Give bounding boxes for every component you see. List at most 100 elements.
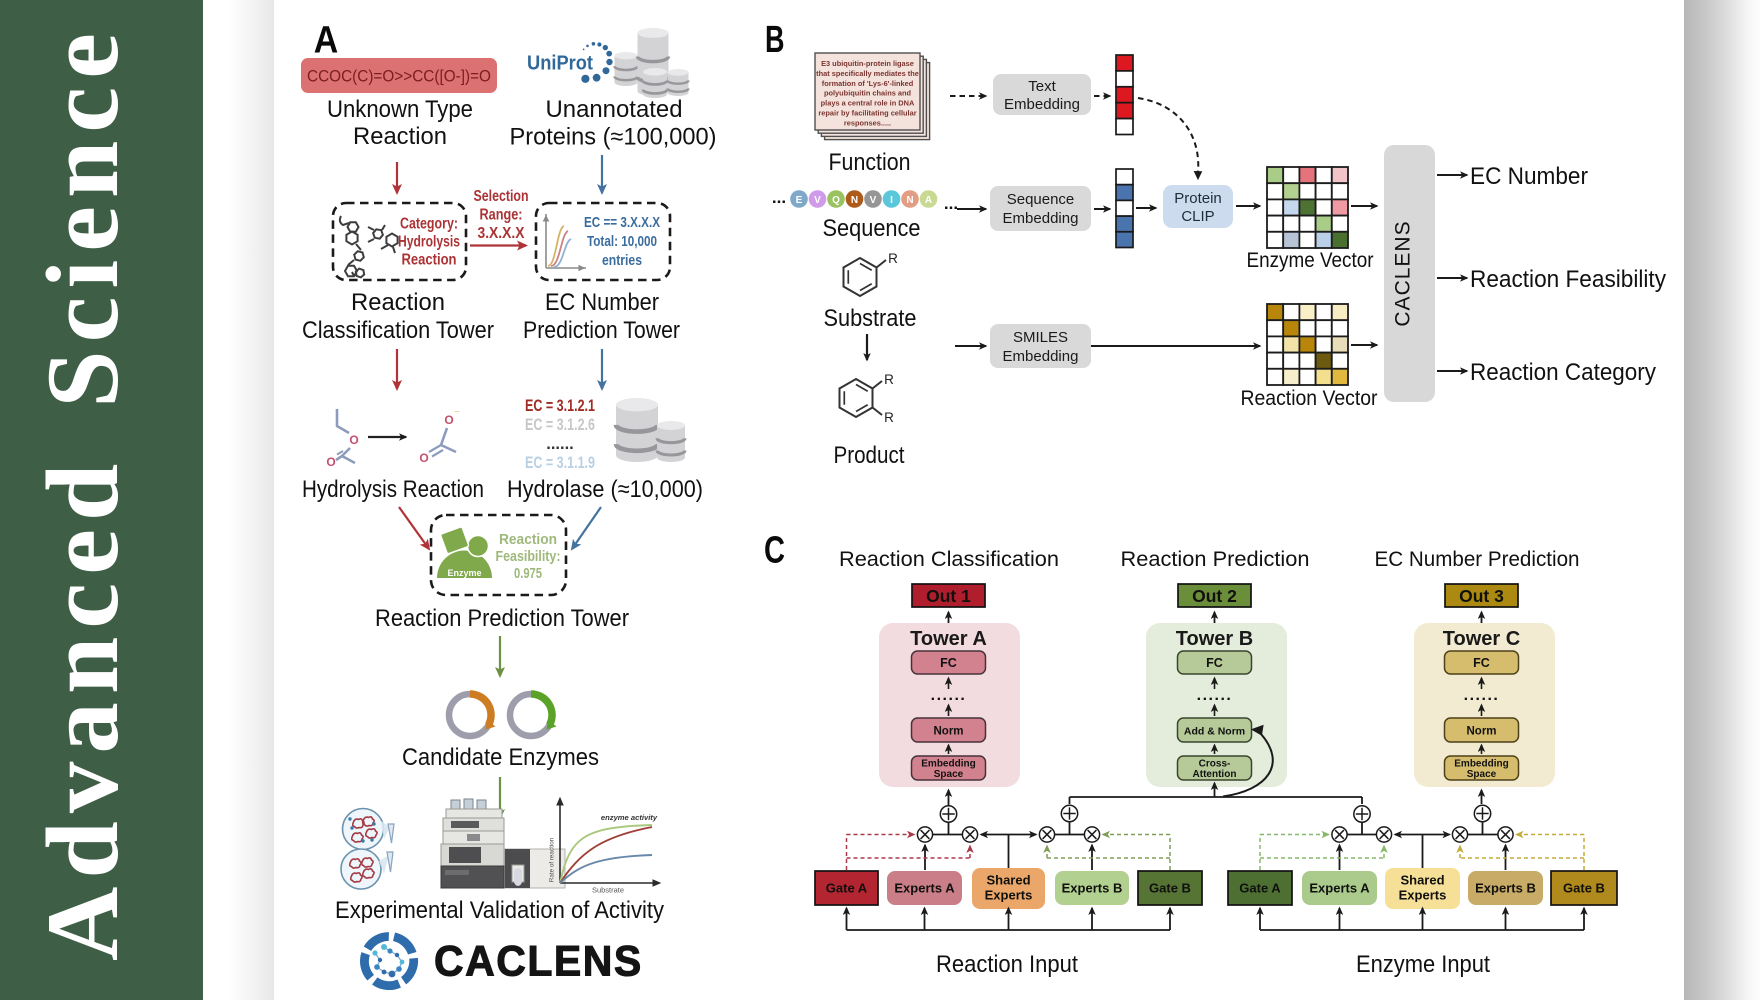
svg-text:plays a central role in DNA: plays a central role in DNA — [821, 99, 915, 108]
svg-text:...: ... — [772, 188, 786, 207]
svg-text:Cross-: Cross- — [1199, 759, 1231, 770]
svg-text:entries: entries — [602, 252, 642, 269]
svg-text:N: N — [851, 195, 858, 206]
svg-text:Out 3: Out 3 — [1459, 586, 1504, 606]
svg-text:Category:: Category: — [400, 216, 458, 233]
svg-text:Tower C: Tower C — [1443, 628, 1520, 650]
svg-text:Embedding: Embedding — [1004, 96, 1080, 113]
svg-text:EC = 3.1.1.9: EC = 3.1.1.9 — [525, 454, 595, 472]
svg-text:Out 1: Out 1 — [926, 586, 971, 606]
svg-text:B: B — [765, 19, 785, 61]
svg-text:polyubiquitin chains and: polyubiquitin chains and — [824, 89, 912, 98]
svg-text:Out 2: Out 2 — [1192, 586, 1237, 606]
svg-text:EC = 3.1.2.6: EC = 3.1.2.6 — [525, 416, 595, 434]
svg-text:Hydrolase (≈10,000): Hydrolase (≈10,000) — [507, 476, 703, 503]
svg-text:O: O — [419, 451, 428, 465]
svg-text:SMILES: SMILES — [1013, 329, 1068, 346]
svg-text:EC Number: EC Number — [1470, 163, 1588, 190]
svg-text:Attention: Attention — [1193, 769, 1237, 780]
svg-text:Embedding: Embedding — [1454, 759, 1508, 770]
svg-text:Range:: Range: — [480, 207, 523, 224]
svg-text:EC == 3.X.X.X: EC == 3.X.X.X — [584, 214, 660, 231]
svg-text:Reaction Input: Reaction Input — [936, 951, 1078, 978]
svg-text:FC: FC — [1473, 656, 1490, 670]
svg-text:Classification Tower: Classification Tower — [302, 317, 494, 344]
svg-text:Hydrolysis Reaction: Hydrolysis Reaction — [302, 476, 484, 503]
svg-text:EC Number Prediction: EC Number Prediction — [1375, 548, 1580, 571]
svg-text:Experts A: Experts A — [894, 881, 955, 896]
svg-text:Rate of reaction: Rate of reaction — [549, 837, 556, 882]
svg-text:Norm: Norm — [1466, 726, 1496, 738]
svg-text:...: ... — [944, 194, 958, 213]
svg-text:......: ...... — [1197, 687, 1233, 704]
svg-text:that specifically mediates the: that specifically mediates the — [816, 69, 919, 78]
svg-text:......: ...... — [1464, 687, 1500, 704]
svg-text:R: R — [888, 251, 898, 266]
svg-text:Norm: Norm — [933, 726, 963, 738]
svg-text:Gate A: Gate A — [1239, 881, 1281, 896]
svg-text:Reaction Vector: Reaction Vector — [1241, 387, 1378, 410]
svg-text:I: I — [890, 195, 893, 206]
svg-text:A: A — [925, 195, 932, 206]
svg-text:O: O — [444, 413, 453, 427]
svg-text:E: E — [796, 195, 803, 206]
svg-text:formation of 'Lys-6'-linked: formation of 'Lys-6'-linked — [822, 79, 914, 88]
svg-text:CACLENS: CACLENS — [1392, 220, 1415, 326]
svg-text:Sequence: Sequence — [1007, 191, 1075, 208]
svg-text:R: R — [884, 410, 894, 425]
svg-text:Reaction: Reaction — [351, 289, 445, 316]
svg-text:Reaction: Reaction — [402, 252, 457, 269]
svg-text:Shared: Shared — [1400, 873, 1444, 888]
svg-text:Experts B: Experts B — [1062, 881, 1123, 896]
svg-text:E3 ubiquitin-protein ligase: E3 ubiquitin-protein ligase — [821, 59, 914, 68]
svg-text:Enzyme Input: Enzyme Input — [1356, 951, 1490, 978]
svg-text:Hydrolysis: Hydrolysis — [398, 234, 460, 251]
svg-text:Embedding: Embedding — [1003, 348, 1079, 365]
svg-text:Experts: Experts — [1399, 888, 1447, 903]
svg-text:Unannotated: Unannotated — [546, 96, 683, 123]
svg-text:V: V — [870, 195, 877, 206]
svg-text:Tower A: Tower A — [910, 628, 987, 650]
svg-text:Reaction: Reaction — [499, 531, 557, 548]
svg-text:A: A — [314, 19, 339, 61]
svg-text:Experts: Experts — [985, 888, 1033, 903]
svg-text:N: N — [906, 195, 913, 206]
svg-text:Reaction Prediction: Reaction Prediction — [1121, 548, 1310, 571]
svg-text:......: ...... — [546, 435, 574, 453]
svg-text:Embedding: Embedding — [1003, 210, 1079, 227]
svg-text:R: R — [884, 372, 894, 387]
svg-text:Substrate: Substrate — [824, 305, 917, 332]
svg-text:Reaction Category: Reaction Category — [1470, 359, 1656, 386]
svg-text:3.X.X.X: 3.X.X.X — [478, 225, 525, 242]
svg-text:C: C — [764, 529, 785, 571]
svg-text:Enzyme: Enzyme — [447, 568, 481, 578]
svg-text:responses.....: responses..... — [844, 118, 891, 127]
svg-text:UniProt: UniProt — [527, 53, 593, 75]
svg-text:0.975: 0.975 — [514, 565, 542, 582]
svg-text:O: O — [349, 433, 358, 447]
svg-text:......: ...... — [931, 687, 967, 704]
svg-text:Experts A: Experts A — [1309, 881, 1370, 896]
svg-text:Text: Text — [1028, 78, 1056, 95]
svg-text:Unknown Type: Unknown Type — [327, 96, 473, 123]
svg-text:Feasibility:: Feasibility: — [496, 548, 561, 565]
svg-text:Gate B: Gate B — [1149, 881, 1191, 896]
svg-text:Reaction Feasibility: Reaction Feasibility — [1470, 266, 1666, 293]
svg-text:Space: Space — [1467, 769, 1497, 780]
svg-text:Gate A: Gate A — [826, 881, 868, 896]
svg-text:Shared: Shared — [986, 873, 1030, 888]
svg-text:Experts B: Experts B — [1475, 881, 1536, 896]
svg-text:CLIP: CLIP — [1181, 208, 1214, 225]
svg-text:Prediction Tower: Prediction Tower — [523, 317, 680, 344]
svg-text:O: O — [326, 455, 335, 469]
svg-text:CCOC(C)=O>>CC([O-])=O: CCOC(C)=O>>CC([O-])=O — [307, 68, 491, 86]
svg-text:Total: 10,000: Total: 10,000 — [587, 233, 657, 250]
svg-text:Candidate Enzymes: Candidate Enzymes — [402, 744, 599, 771]
svg-text:Add & Norm: Add & Norm — [1184, 726, 1245, 738]
svg-text:Tower B: Tower B — [1176, 628, 1253, 650]
svg-text:Sequence: Sequence — [823, 215, 921, 242]
svg-text:Substrate: Substrate — [592, 886, 624, 895]
svg-text:Selection: Selection — [474, 188, 529, 205]
svg-text:EC = 3.1.2.1: EC = 3.1.2.1 — [525, 397, 595, 415]
svg-text:Reaction: Reaction — [353, 123, 447, 150]
